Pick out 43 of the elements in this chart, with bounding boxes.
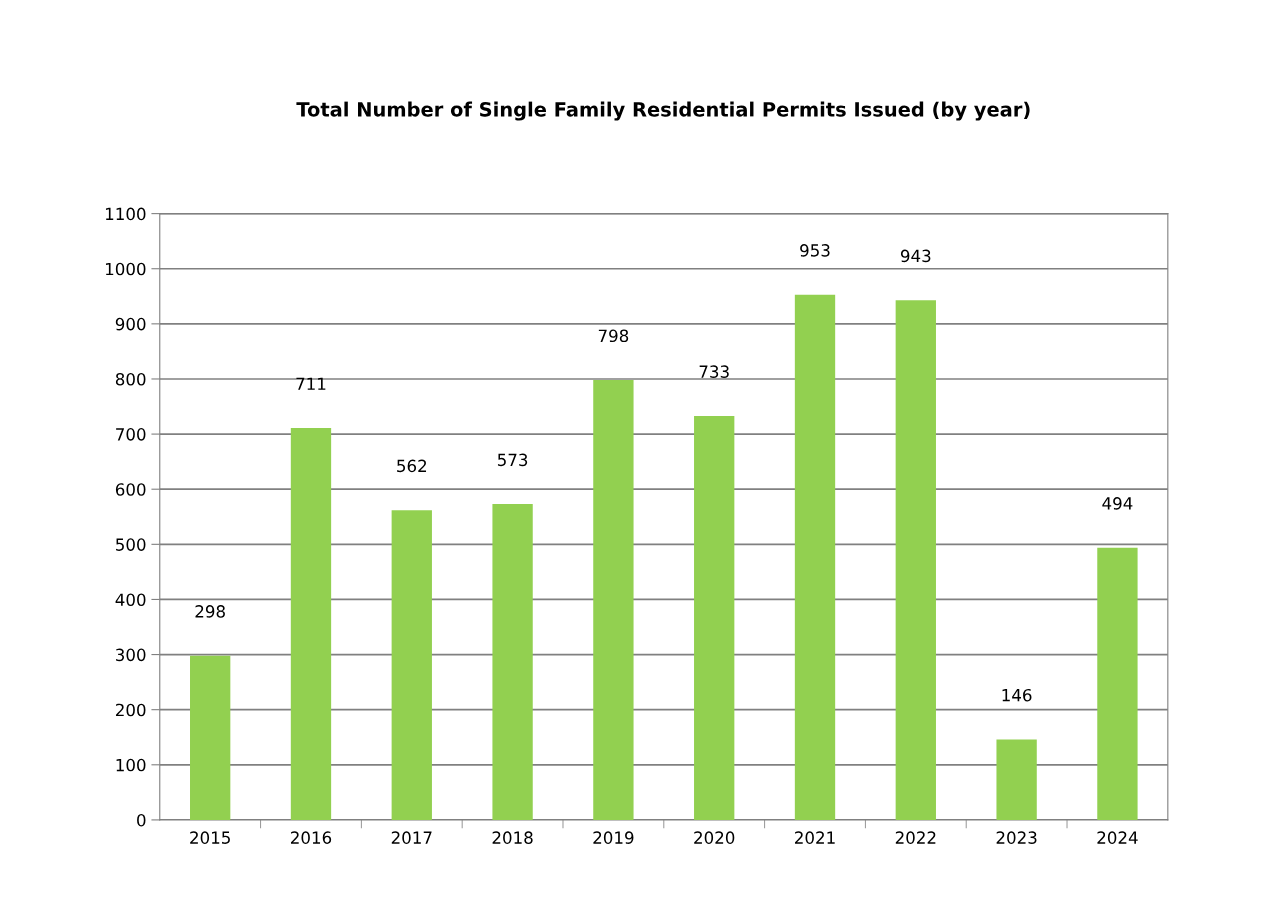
data-label: 298 — [195, 605, 225, 618]
y-tick-label: 1100 — [105, 207, 146, 221]
data-label: 146 — [1002, 688, 1032, 702]
bar — [290, 428, 332, 820]
data-label: 943 — [900, 249, 931, 263]
y-tick-label: 200 — [115, 703, 146, 717]
data-label: 953 — [800, 244, 830, 257]
x-tick-label: 2020 — [694, 831, 735, 844]
x-tick-label: 2022 — [895, 831, 936, 844]
chart-title: Total Number of Single Family Residential Permits Issued (by year) — [296, 101, 1030, 121]
bar — [593, 380, 634, 820]
data-label: 798 — [598, 329, 629, 343]
y-tick-label: 700 — [116, 428, 146, 441]
bar — [190, 655, 231, 820]
x-tick-label: 2019 — [593, 831, 634, 844]
x-tick-label: 2015 — [190, 831, 230, 844]
y-tick-label: 0 — [137, 813, 146, 827]
x-tick-label: 2021 — [795, 831, 835, 844]
y-tick-label: 100 — [116, 758, 146, 772]
y-tick-label: 500 — [116, 538, 146, 551]
y-tick-label: 600 — [115, 483, 146, 496]
x-tick-label: 2016 — [290, 831, 332, 844]
y-tick-label: 1000 — [105, 262, 146, 276]
x-tick-label: 2023 — [996, 831, 1037, 844]
bar — [794, 294, 836, 820]
y-tick-label: 800 — [115, 372, 146, 386]
x-tick-label: 2024 — [1097, 831, 1138, 844]
y-tick-label: 900 — [115, 317, 146, 331]
x-tick-label: 2017 — [391, 831, 432, 844]
data-label: 573 — [497, 453, 528, 467]
data-label: 562 — [397, 459, 427, 473]
data-label: 711 — [296, 377, 326, 390]
x-tick-label: 2018 — [492, 831, 533, 844]
bar — [492, 504, 533, 820]
y-tick-label: 300 — [116, 648, 146, 662]
bar — [1097, 547, 1138, 820]
bar — [391, 510, 432, 820]
bar — [895, 300, 936, 820]
bar — [996, 739, 1037, 820]
bar — [694, 415, 735, 820]
y-tick-label: 400 — [115, 593, 146, 607]
data-label: 494 — [1102, 497, 1133, 510]
data-label: 733 — [699, 365, 729, 378]
